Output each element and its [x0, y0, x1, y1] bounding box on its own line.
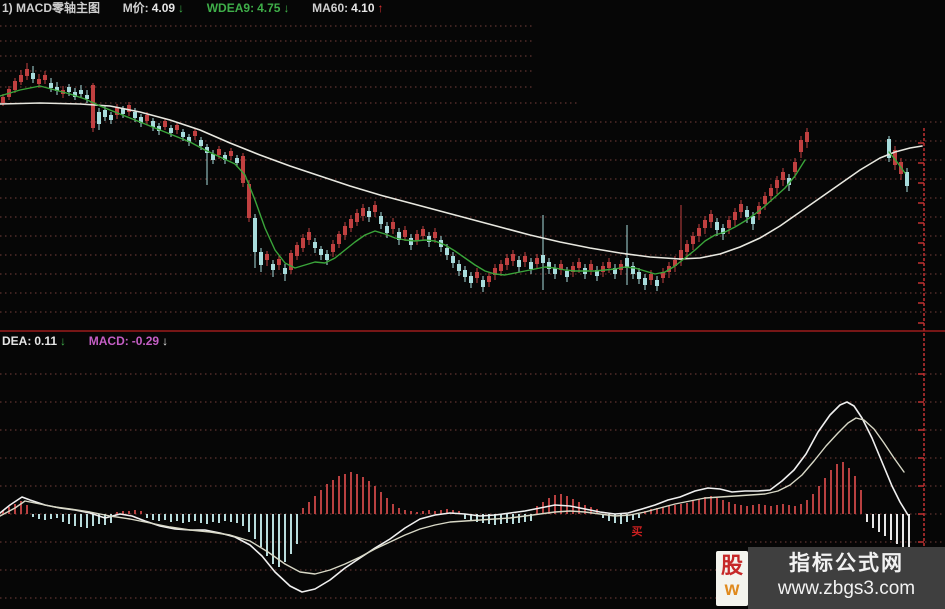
watermark-site-url: www.zbgs3.com [777, 578, 916, 599]
ma60-up-arrow-icon: ↑ [377, 1, 384, 15]
wdea9-line [0, 85, 906, 276]
ma60-label: MA60: [312, 1, 349, 15]
ma60-value: 4.10 [351, 1, 375, 15]
macd-label: MACD: [88, 334, 129, 348]
buy-signal-marker: 买 [632, 525, 643, 538]
macd-down-arrow-icon: ↓ [162, 334, 169, 348]
watermark-banner: 指标公式网 www.zbgs3.com [748, 547, 945, 609]
dea-value: 0.11 [34, 334, 58, 348]
watermark-logo: 股 w [716, 551, 748, 606]
wdea9-value: 4.75 [257, 1, 281, 15]
macd-value: -0.29 [131, 334, 160, 348]
dea-label: DEA: [2, 334, 32, 348]
price-value: 4.09 [151, 1, 176, 15]
candlesticks [1, 63, 909, 292]
watermark-logo-sub: w [724, 579, 740, 600]
price-panel-gridlines [0, 25, 945, 313]
ma60-line [0, 102, 923, 260]
wdea9-down-arrow-icon: ↓ [283, 1, 290, 15]
price-panel-header: 1) MACD零轴主图 M价: 4.09 ↓ WDEA9: 4.75 ↓ MA60: 4.… [2, 1, 387, 15]
watermark-site-name: 指标公式网 [789, 552, 904, 575]
dea-down-arrow-icon: ↓ [60, 334, 67, 348]
macd-histogram [2, 462, 910, 567]
watermark-logo-char: 股 [720, 553, 743, 578]
dea-line [0, 417, 905, 575]
right-price-axis [918, 128, 925, 547]
wdea9-label: WDEA9: [206, 1, 255, 15]
price-label: M价: [122, 1, 149, 15]
indicator-title: 1) MACD零轴主图 [2, 1, 100, 15]
price-down-arrow-icon: ↓ [178, 1, 185, 15]
macd-panel-header: DEA: 0.11 ↓ MACD: -0.29 ↓ [2, 334, 171, 348]
